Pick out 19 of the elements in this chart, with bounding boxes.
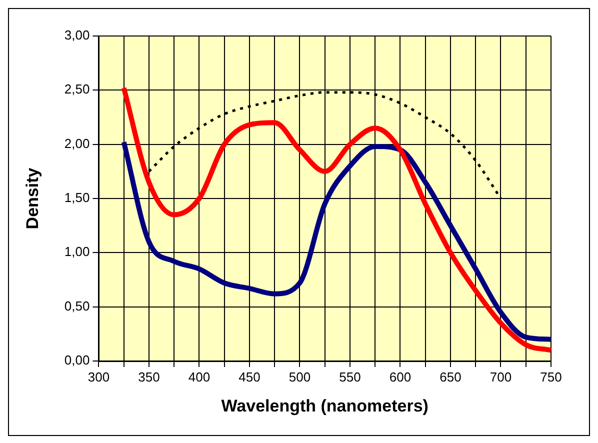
x-tick-label: 350 bbox=[138, 369, 160, 384]
y-tick-label: 0,50 bbox=[64, 298, 90, 314]
y-tick-label: 2,00 bbox=[64, 136, 90, 151]
x-tick-label: 550 bbox=[339, 369, 361, 384]
y-tick-label: 2,50 bbox=[64, 82, 90, 97]
x-tick-label: 500 bbox=[288, 369, 311, 384]
y-tick-label: 3,00 bbox=[64, 28, 90, 43]
x-tick-label: 400 bbox=[188, 369, 210, 384]
x-tick-label: 650 bbox=[440, 369, 462, 384]
x-tick-label: 600 bbox=[389, 369, 412, 384]
x-axis-title: Wavelength (nanometers) bbox=[221, 396, 428, 416]
y-tick-label: 1,00 bbox=[64, 244, 90, 260]
y-tick-label: 0,00 bbox=[64, 352, 90, 368]
x-tick-label: 450 bbox=[238, 369, 260, 384]
x-tick-label: 750 bbox=[540, 369, 562, 384]
x-tick-label: 700 bbox=[490, 369, 512, 384]
y-tick-label: 1,50 bbox=[64, 190, 90, 206]
y-axis-title: Density bbox=[22, 167, 42, 230]
x-tick-label: 300 bbox=[88, 369, 110, 384]
